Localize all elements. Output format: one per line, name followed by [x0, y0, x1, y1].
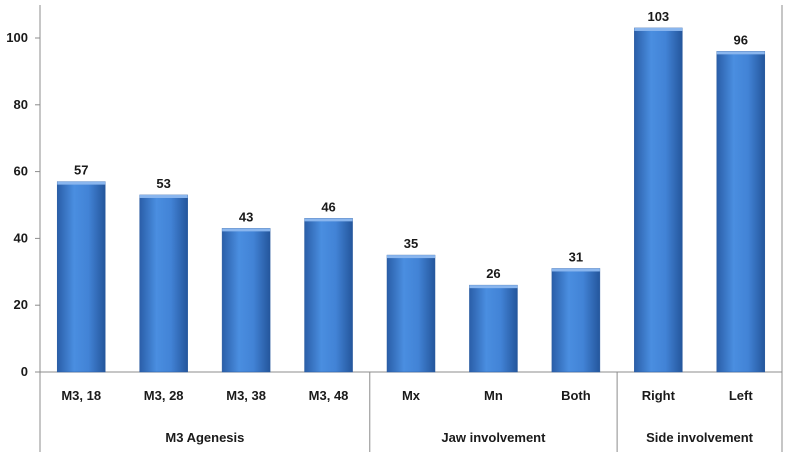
bar — [634, 27, 683, 373]
group-label: M3 Agenesis — [165, 430, 244, 445]
data-label: 43 — [239, 209, 253, 224]
bar — [716, 51, 766, 373]
bar — [139, 194, 188, 373]
bar-highlight — [634, 27, 683, 31]
y-tick-label: 20 — [14, 297, 28, 312]
category-label: Right — [642, 388, 676, 403]
category-label: M3, 18 — [61, 388, 101, 403]
bar — [386, 254, 436, 373]
data-label: 103 — [647, 9, 669, 24]
bar — [469, 284, 518, 373]
bar — [221, 228, 271, 373]
category-label: Left — [729, 388, 754, 403]
bar — [304, 218, 353, 373]
y-tick-label: 0 — [21, 364, 28, 379]
bar-highlight — [57, 181, 106, 185]
y-tick-label: 40 — [14, 230, 28, 245]
bar-highlight — [387, 255, 435, 259]
data-label: 35 — [404, 236, 418, 251]
data-label: 53 — [156, 176, 170, 191]
category-label: Mx — [402, 388, 421, 403]
category-label: Both — [561, 388, 591, 403]
bar — [551, 268, 601, 373]
data-label: 96 — [734, 32, 748, 47]
data-label: 26 — [486, 266, 500, 281]
data-label: 57 — [74, 163, 88, 178]
bar — [56, 181, 106, 373]
category-label: Mn — [484, 388, 503, 403]
bars — [56, 27, 766, 373]
bar-highlight — [304, 218, 353, 222]
y-tick-label: 60 — [14, 164, 28, 179]
bar-highlight — [551, 268, 600, 272]
data-label: 31 — [569, 249, 583, 264]
bar-highlight — [469, 285, 518, 289]
y-tick-label: 80 — [14, 97, 28, 112]
category-label: M3, 48 — [309, 388, 349, 403]
group-label: Side involvement — [646, 430, 754, 445]
category-label: M3, 28 — [144, 388, 184, 403]
bar-highlight — [716, 51, 765, 55]
group-label: Jaw involvement — [441, 430, 546, 445]
data-label: 46 — [321, 199, 335, 214]
category-label: M3, 38 — [226, 388, 266, 403]
labels: 57 M3, 18 53 M3, 28 43 M3, 38 46 M3, 48 35 Mx 26 Mn… — [61, 9, 753, 445]
bar-highlight — [222, 228, 271, 232]
y-tick-label: 100 — [6, 30, 28, 45]
bar-highlight — [139, 194, 188, 198]
